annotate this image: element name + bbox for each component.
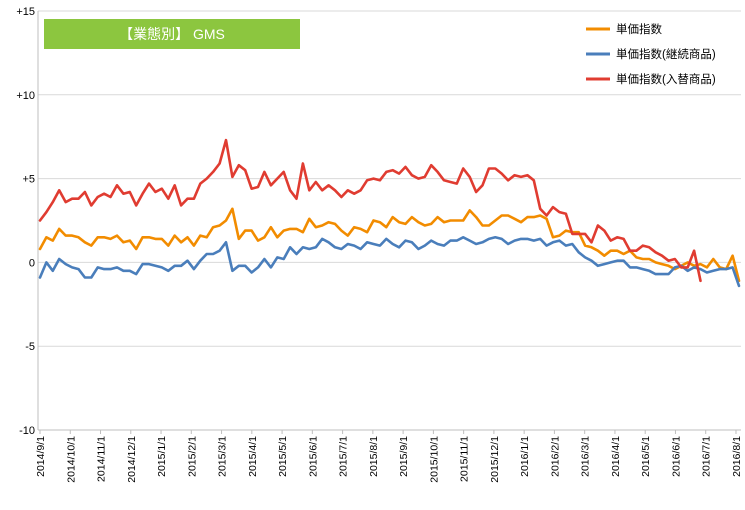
x-tick-label: 2014/11/1 (96, 436, 108, 482)
x-tick-label: 2016/4/1 (610, 436, 622, 477)
x-tick-label: 2015/1/1 (156, 436, 168, 477)
x-tick-label: 2016/1/1 (519, 436, 531, 477)
x-tick-label: 2016/2/1 (549, 436, 561, 477)
y-axis: +15 +10 +5 0 -5 -10 (16, 6, 35, 437)
x-tick-label: 2015/8/1 (368, 436, 380, 477)
y-tick-label: 0 (29, 257, 35, 269)
y-tick-label: +10 (16, 90, 35, 102)
y-tick-label: +5 (22, 174, 35, 186)
x-tick-label: 2015/10/1 (428, 436, 440, 483)
grid-lines (38, 10, 741, 347)
x-axis: 2014/9/1 2014/10/1 2014/11/1 2014/12/1 2015/… (35, 11, 743, 483)
x-tick-label: 2016/7/1 (701, 436, 713, 477)
x-tick-label: 2016/8/1 (731, 436, 743, 477)
legend-label: 単価指数 (616, 22, 662, 36)
x-tick-label: 2015/3/1 (217, 436, 229, 477)
legend-label: 単価指数(入替商品) (616, 72, 716, 86)
x-tick-label: 2015/12/1 (489, 436, 501, 483)
x-tick-label: 2016/5/1 (640, 436, 652, 477)
chart-title: 【業態別】 GMS (119, 26, 225, 42)
x-tick-label: 2015/5/1 (277, 436, 289, 477)
x-tick-label: 2015/7/1 (338, 436, 350, 477)
x-tick-label: 2014/9/1 (35, 436, 47, 477)
x-tick-label: 2014/10/1 (65, 436, 77, 483)
x-tick-label: 2015/11/1 (459, 436, 471, 482)
legend-label: 単価指数(継続商品) (616, 47, 716, 61)
x-tick-label: 2015/4/1 (247, 436, 259, 477)
series-line-3 (38, 138, 702, 283)
chart-title-box: 【業態別】 GMS (44, 19, 300, 49)
title-background (44, 19, 300, 49)
series-lines (38, 138, 741, 288)
y-tick-label: -10 (19, 425, 35, 437)
x-tick-label: 2015/6/1 (307, 436, 319, 477)
x-tick-label: 2015/9/1 (398, 436, 410, 477)
y-tick-label: -5 (25, 341, 35, 353)
y-tick-label: +15 (16, 6, 35, 18)
series-line-2 (38, 236, 741, 288)
x-tick-label: 2015/2/1 (186, 436, 198, 477)
series-line-1 (38, 207, 741, 283)
x-tick-label: 2016/6/1 (670, 436, 682, 477)
x-tick-label: 2016/3/1 (580, 436, 592, 477)
x-tick-label: 2014/12/1 (126, 436, 138, 483)
